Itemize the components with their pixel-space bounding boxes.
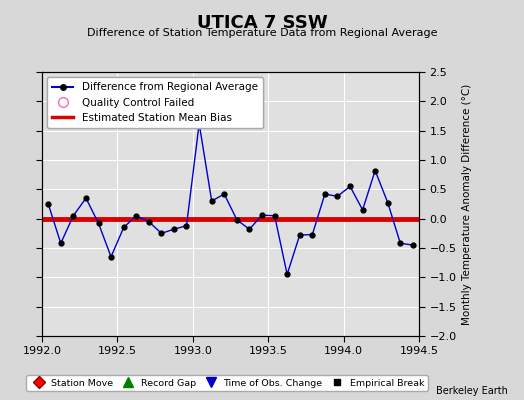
Text: Difference of Station Temperature Data from Regional Average: Difference of Station Temperature Data f… [87, 28, 437, 38]
Text: UTICA 7 SSW: UTICA 7 SSW [196, 14, 328, 32]
Text: Berkeley Earth: Berkeley Earth [436, 386, 508, 396]
Y-axis label: Monthly Temperature Anomaly Difference (°C): Monthly Temperature Anomaly Difference (… [462, 83, 472, 325]
Legend: Station Move, Record Gap, Time of Obs. Change, Empirical Break: Station Move, Record Gap, Time of Obs. C… [26, 375, 428, 391]
Legend: Difference from Regional Average, Quality Control Failed, Estimated Station Mean: Difference from Regional Average, Qualit… [47, 77, 263, 128]
